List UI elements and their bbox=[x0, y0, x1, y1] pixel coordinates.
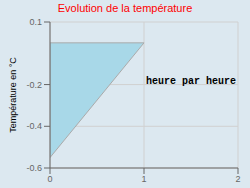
svg-text:0.1: 0.1 bbox=[29, 17, 42, 27]
svg-text:heure par heure: heure par heure bbox=[146, 76, 236, 87]
svg-text:-0.4: -0.4 bbox=[26, 121, 42, 131]
html-text:Evolution de la température: Evolution de la température bbox=[57, 2, 193, 14]
svg-text:1: 1 bbox=[141, 174, 146, 184]
svg-text:-0.6: -0.6 bbox=[26, 163, 42, 173]
svg-text:0: 0 bbox=[47, 174, 52, 184]
svg-text:2: 2 bbox=[235, 174, 240, 184]
svg-text:Température en °C: Température en °C bbox=[8, 57, 18, 133]
svg-text:-0.2: -0.2 bbox=[26, 80, 42, 90]
